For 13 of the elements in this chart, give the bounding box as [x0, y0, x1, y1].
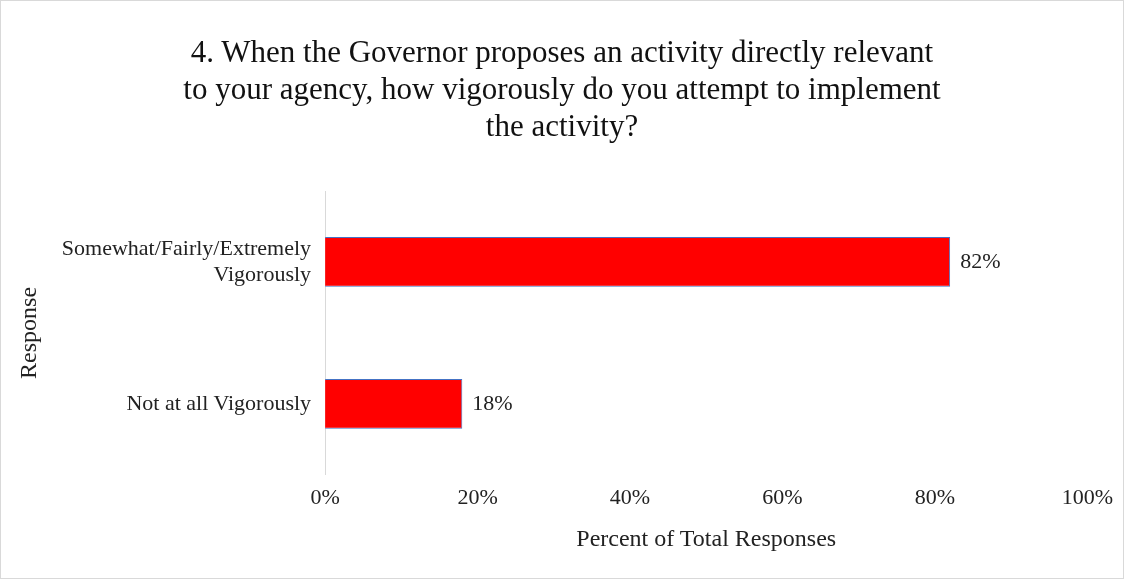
data-label: 18%	[472, 389, 513, 415]
y-tick-label: Not at all Vigorously	[126, 389, 312, 415]
y-axis-title: Response	[14, 286, 41, 379]
chart-title: 4. When the Governor proposes an activity directly relevant to your agency, how vigorously do you attempt to implement the activity?	[182, 33, 942, 144]
data-label: 82%	[960, 247, 1001, 273]
x-tick-label: 80%	[914, 483, 956, 509]
x-tick-label: 40%	[609, 483, 651, 509]
y-tick-label: Somewhat/Fairly/Extremely Vigorously	[61, 234, 312, 286]
x-axis-title: Percent of Total Responses	[576, 524, 837, 551]
x-tick-label: 0%	[310, 483, 340, 509]
x-tick-label: 100%	[1061, 483, 1113, 509]
x-tick-label: 60%	[762, 483, 803, 509]
x-tick-label: 20%	[457, 483, 498, 509]
